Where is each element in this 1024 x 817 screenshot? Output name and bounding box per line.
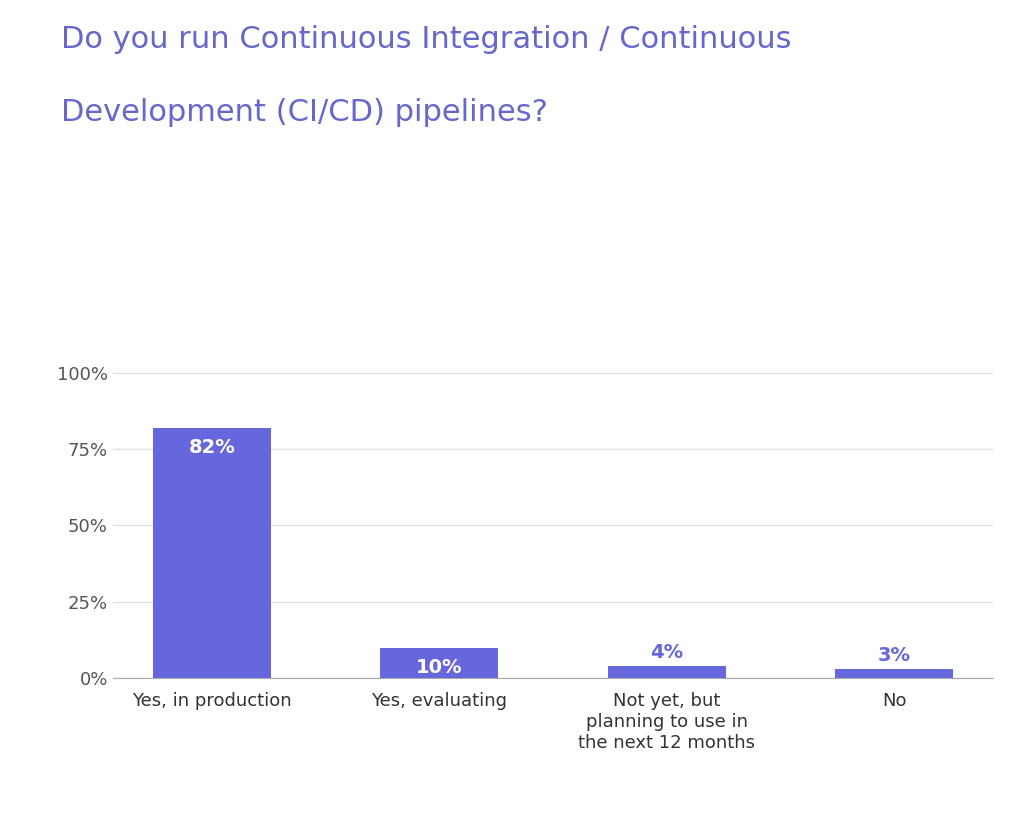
Text: 82%: 82% bbox=[188, 439, 236, 458]
Bar bbox=[835, 669, 953, 678]
Text: 4%: 4% bbox=[650, 643, 683, 663]
Bar bbox=[380, 648, 499, 678]
Bar bbox=[153, 427, 271, 678]
Text: Development (CI/CD) pipelines?: Development (CI/CD) pipelines? bbox=[61, 98, 548, 127]
Text: 3%: 3% bbox=[878, 646, 910, 665]
Text: 10%: 10% bbox=[416, 659, 463, 677]
Text: Do you run Continuous Integration / Continuous: Do you run Continuous Integration / Cont… bbox=[61, 25, 792, 53]
Bar bbox=[607, 666, 726, 678]
